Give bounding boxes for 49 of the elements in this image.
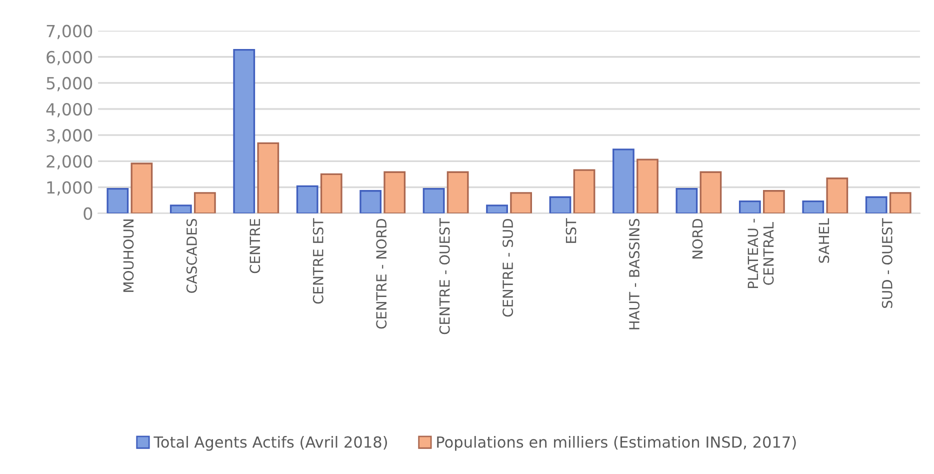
bar (446, 171, 469, 214)
x-tick-label: CENTRE - OUEST (439, 218, 450, 334)
bar (233, 49, 256, 214)
y-tick-label: 0 (84, 207, 92, 220)
y-tick-label: 5,000 (46, 76, 92, 92)
x-tick-label: CENTRE - NORD (376, 218, 387, 329)
bar (889, 192, 912, 214)
legend-label: Total Agents Actifs (Avril 2018) (154, 436, 387, 451)
bar (612, 148, 634, 214)
bar (865, 196, 888, 214)
bar (573, 169, 596, 214)
bar (384, 171, 406, 214)
x-tick-label: CASCADES (186, 218, 197, 293)
y-tick-label: 6,000 (46, 50, 92, 66)
bar (194, 192, 216, 214)
x-tick-label: CENTRE (250, 219, 260, 274)
x-tick-label: EST (566, 218, 576, 243)
x-tick-label: NORD (692, 218, 703, 258)
x-tick-label: MOUHOUN (123, 220, 134, 292)
y-tick-label: 4,000 (46, 102, 92, 118)
x-tick-label: SUD - OUEST (882, 218, 892, 308)
bar (257, 142, 280, 214)
bar (738, 200, 761, 214)
x-tick-label: CENTRE EST (312, 218, 324, 304)
bar (510, 192, 532, 214)
y-tick-label: 2,000 (46, 155, 92, 170)
bar (700, 171, 722, 214)
bar (296, 185, 318, 214)
bar (549, 196, 572, 214)
bar (106, 188, 129, 214)
bar (320, 173, 342, 214)
bar (676, 188, 698, 214)
bar (130, 162, 153, 214)
x-tick-label: PLATEAU - CENTRAL (748, 218, 774, 288)
x-tick-label: SAHEL (818, 218, 830, 263)
y-tick-label: 3,000 (46, 129, 92, 144)
bar (360, 190, 382, 214)
bar (422, 188, 445, 214)
bar (802, 200, 824, 214)
x-tick-label: CENTRE - SUD (502, 218, 514, 317)
y-tick-label: 1,000 (47, 181, 92, 196)
bar (762, 190, 785, 214)
bar (486, 204, 508, 214)
legend-label: Populations en milliers (Estimation INSD, 2017) (437, 436, 796, 451)
y-tick-label: 7,000 (46, 24, 92, 40)
bar (170, 204, 192, 214)
bar (826, 178, 848, 214)
x-tick-label: HAUT - BASSINS (629, 218, 640, 330)
bar (636, 158, 658, 214)
